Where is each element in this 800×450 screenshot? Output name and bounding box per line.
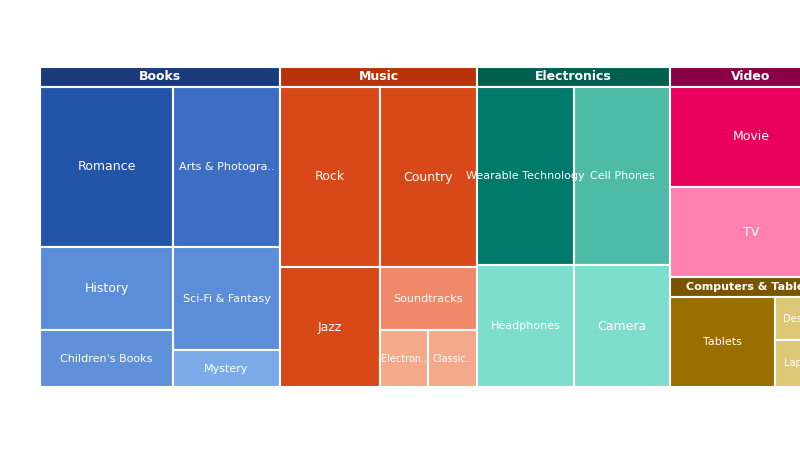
Bar xyxy=(428,330,477,387)
Text: Books: Books xyxy=(139,71,181,84)
Text: Headphones: Headphones xyxy=(490,321,561,331)
Text: Video: Video xyxy=(731,71,770,84)
Text: Country: Country xyxy=(404,171,454,184)
Text: Mystery: Mystery xyxy=(204,364,249,374)
Bar xyxy=(380,330,428,387)
Bar xyxy=(670,87,800,187)
Bar xyxy=(574,87,670,265)
Text: Movie: Movie xyxy=(733,130,770,144)
Text: Soundtracks: Soundtracks xyxy=(394,293,463,303)
Bar xyxy=(380,267,477,330)
Bar xyxy=(670,277,800,297)
Text: Rock: Rock xyxy=(315,171,345,184)
Text: Cell Phones: Cell Phones xyxy=(590,171,654,181)
Text: Romance: Romance xyxy=(78,161,136,174)
Text: Wearable Technology: Wearable Technology xyxy=(466,171,585,181)
Bar xyxy=(173,247,280,350)
Text: Classic..: Classic.. xyxy=(433,354,473,364)
Bar xyxy=(40,330,173,387)
Text: TV: TV xyxy=(743,225,759,238)
Bar xyxy=(173,87,280,247)
Bar xyxy=(477,87,574,265)
Text: Camera: Camera xyxy=(598,320,646,333)
Bar xyxy=(280,87,380,267)
Bar xyxy=(775,297,800,340)
Text: Electron..: Electron.. xyxy=(381,354,427,364)
Bar xyxy=(40,67,280,87)
Bar xyxy=(670,67,800,87)
Bar xyxy=(477,67,670,87)
Text: Children's Books: Children's Books xyxy=(60,354,153,364)
Text: Jazz: Jazz xyxy=(318,320,342,333)
Bar xyxy=(40,87,173,247)
Bar xyxy=(280,67,477,87)
Bar xyxy=(670,297,775,387)
Bar xyxy=(380,87,477,267)
Text: Sci-Fi & Fantasy: Sci-Fi & Fantasy xyxy=(182,293,270,303)
Bar xyxy=(574,265,670,387)
Text: Deskto..: Deskto.. xyxy=(783,314,800,324)
Bar xyxy=(477,265,574,387)
Bar xyxy=(280,267,380,387)
Text: History: History xyxy=(84,282,129,295)
Bar xyxy=(775,340,800,387)
Bar xyxy=(173,350,280,387)
Text: Laptops: Laptops xyxy=(784,359,800,369)
Text: Music: Music xyxy=(358,71,398,84)
Bar xyxy=(40,247,173,330)
Text: Arts & Photogra..: Arts & Photogra.. xyxy=(178,162,274,172)
Text: Electronics: Electronics xyxy=(535,71,612,84)
Bar xyxy=(670,187,800,277)
Text: Tablets: Tablets xyxy=(703,337,742,347)
Text: Computers & Tablets: Computers & Tablets xyxy=(686,282,800,292)
